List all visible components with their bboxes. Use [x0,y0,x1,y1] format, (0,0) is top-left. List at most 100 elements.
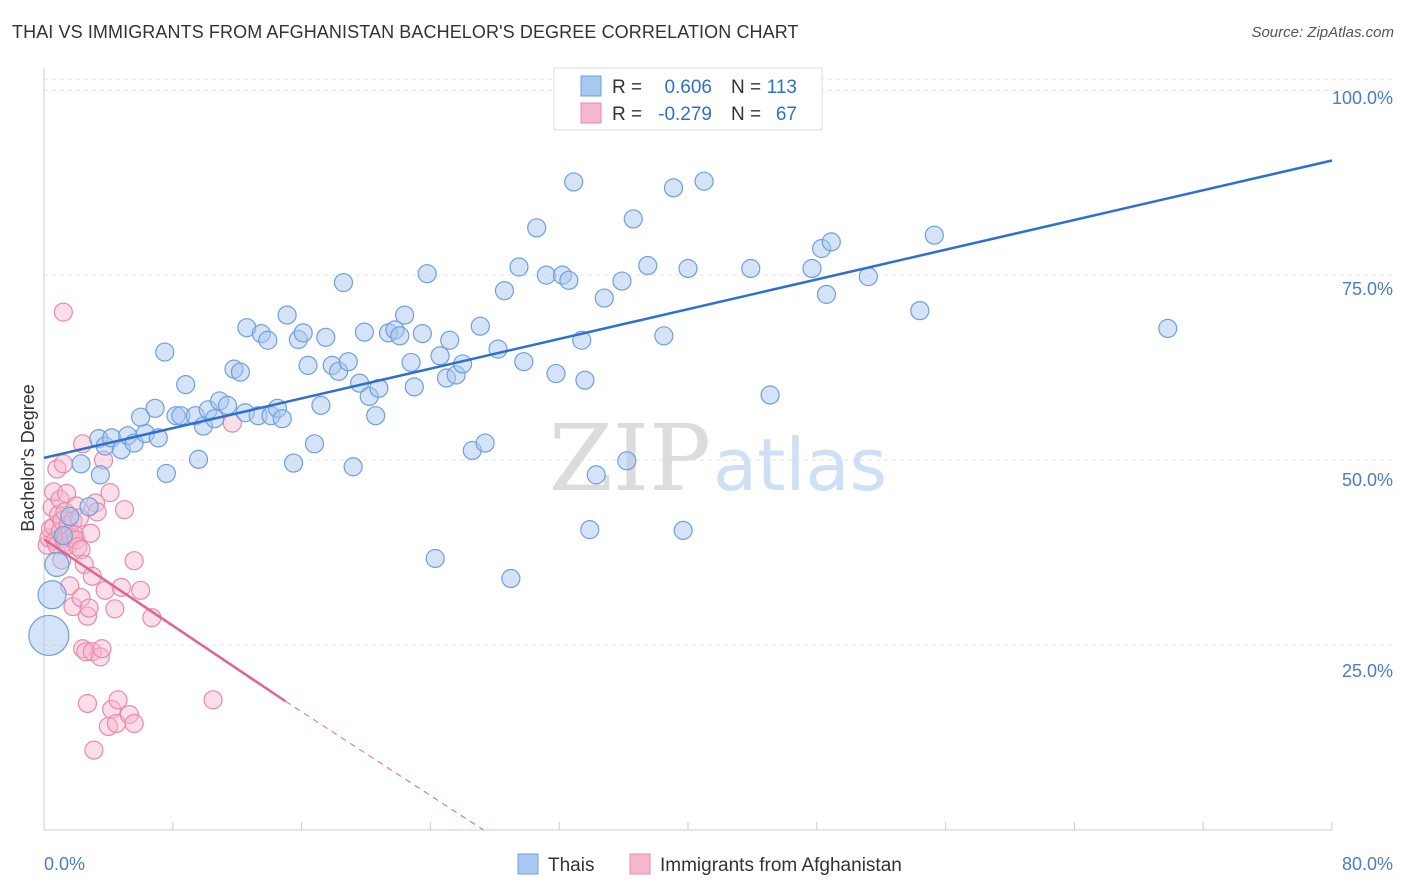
point-thais [663,178,684,198]
point-thais [277,305,297,325]
point-afghanistan [108,690,128,710]
point-afghanistan [53,302,73,322]
point-thais [546,363,566,384]
point-thais [924,225,944,245]
y-tick-25: 25.0% [1342,661,1393,681]
point-thais [298,355,318,376]
point-thais [395,305,415,325]
point-thais [536,265,556,285]
series-afghanistan-points [37,302,242,760]
legend-n-label-thais: N = [731,77,761,98]
point-thais [155,342,175,362]
point-thais [580,520,600,540]
point-thais [910,301,930,321]
point-thais [802,258,822,279]
stats-legend: R = 0.606 N = 113 R = -0.279 N = 67 [553,67,823,131]
point-thais [612,271,632,291]
point-afghanistan [47,459,67,479]
point-thais [390,326,410,346]
point-thais [501,568,521,589]
point-afghanistan [84,740,104,760]
point-thais [401,352,421,373]
point-afghanistan [105,599,125,619]
point-thais [673,520,693,540]
y-tick-50: 50.0% [1342,470,1393,490]
point-thais [412,323,432,344]
point-thais [333,272,354,293]
bottom-legend-afghanistan: Immigrants from Afghanistan [660,855,902,876]
point-thais [79,497,99,517]
point-thais [470,316,490,336]
point-afghanistan [79,598,99,618]
chart-title: THAI VS IMMIGRANTS FROM AFGHANISTAN BACH… [12,22,799,42]
y-axis-label: Bachelor's Degree [18,384,38,532]
point-thais [37,580,67,610]
point-thais [594,288,614,308]
point-thais [304,434,325,454]
point-thais [760,385,780,405]
point-thais [821,232,841,252]
trend-line-afghanistan-extension [285,700,484,831]
point-thais [638,255,658,276]
point-afghanistan [114,500,135,520]
point-thais [217,395,238,415]
watermark-atlas: atlas [713,423,887,507]
source-label: Source: ZipAtlas.com [1251,24,1394,41]
point-afghanistan [119,704,139,725]
legend-r-label-thais: R = [612,77,642,98]
point-thais [28,614,70,657]
point-afghanistan [77,693,98,714]
point-thais [338,352,358,372]
trend-lines [43,159,1333,831]
point-thais [559,270,579,290]
point-thais [694,171,714,191]
bottom-legend-thais: Thais [548,855,594,876]
point-thais [283,453,304,473]
point-thais [586,465,606,485]
point-afghanistan [90,647,110,667]
y-tick-100: 100.0% [1332,88,1393,108]
trend-line-thais [43,159,1333,460]
point-afghanistan [203,690,223,710]
point-thais [316,327,336,347]
point-afghanistan [111,577,131,597]
point-thais [366,406,386,426]
legend-r-value-afghanistan: -0.279 [658,104,712,125]
point-thais [509,257,529,277]
bottom-legend-swatch-afghanistan [629,853,651,875]
point-thais [90,465,110,485]
point-thais [417,264,437,284]
point-thais [475,433,495,453]
x-tick-max: 80.0% [1342,854,1393,874]
gridlines [44,78,1392,646]
point-thais [816,284,837,304]
point-afghanistan [76,642,96,662]
y-tick-75: 75.0% [1342,279,1393,299]
point-thais [430,346,450,366]
legend-n-value-thais: 113 [767,77,797,98]
point-thais [156,463,176,484]
point-thais [858,267,878,287]
legend-swatch-afghanistan [580,102,602,124]
point-thais [230,362,251,382]
point-thais [272,409,292,429]
point-thais [678,258,698,279]
point-afghanistan [131,580,151,600]
point-thais [527,218,547,238]
point-thais [575,370,595,390]
legend-r-label-afghanistan: R = [612,104,642,125]
point-afghanistan [68,537,88,557]
x-axis-ticks [43,822,1333,830]
point-afghanistan [124,551,144,571]
point-thais [311,395,331,415]
point-thais [564,172,584,192]
point-afghanistan [92,639,112,659]
point-thais [258,330,278,350]
point-thais [1158,318,1178,339]
point-thais [440,330,460,350]
point-afghanistan [42,497,62,518]
legend-r-value-thais: 0.606 [664,77,712,98]
point-thais [354,322,374,342]
legend-n-value-afghanistan: 67 [776,104,797,125]
point-thais [494,281,515,301]
